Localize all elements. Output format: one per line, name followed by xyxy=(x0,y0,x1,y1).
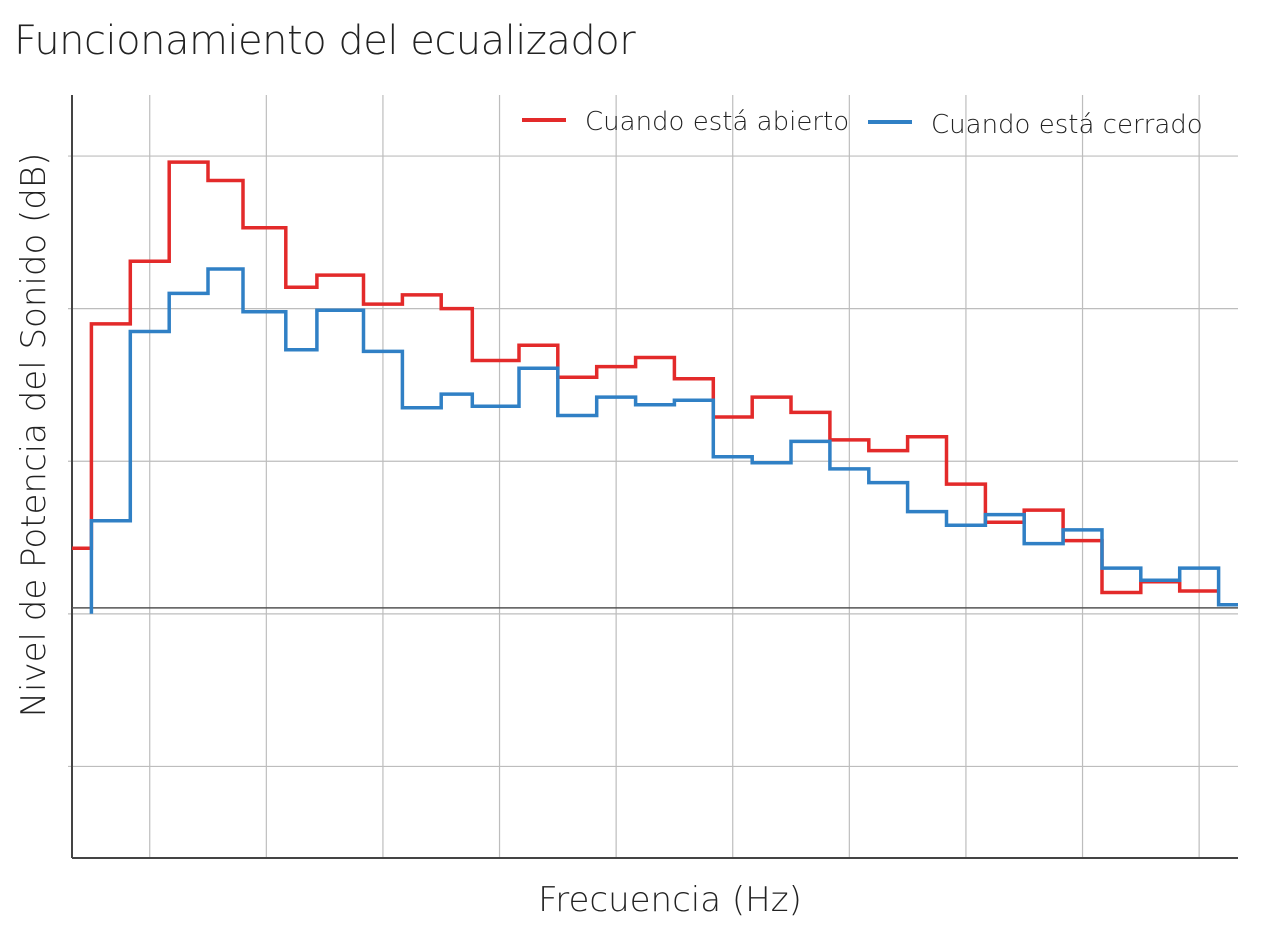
axes xyxy=(71,95,1238,859)
legend-label-series-1: Cuando está abierto xyxy=(585,107,849,137)
y-axis-label: Nivel de Potencia del Sonido (dB) xyxy=(14,152,54,718)
legend-label-series-2: Cuando está cerrado xyxy=(931,110,1203,140)
series-line-1 xyxy=(72,160,1219,595)
series-lines xyxy=(72,160,1238,614)
x-axis-label: Frecuencia (Hz) xyxy=(538,880,802,920)
chart-title: Funcionamiento del ecualizador xyxy=(14,18,636,64)
series-line-2 xyxy=(89,267,1238,614)
grid-lines xyxy=(68,95,1238,858)
legend: Cuando está abierto Cuando está cerrado xyxy=(522,107,1203,140)
